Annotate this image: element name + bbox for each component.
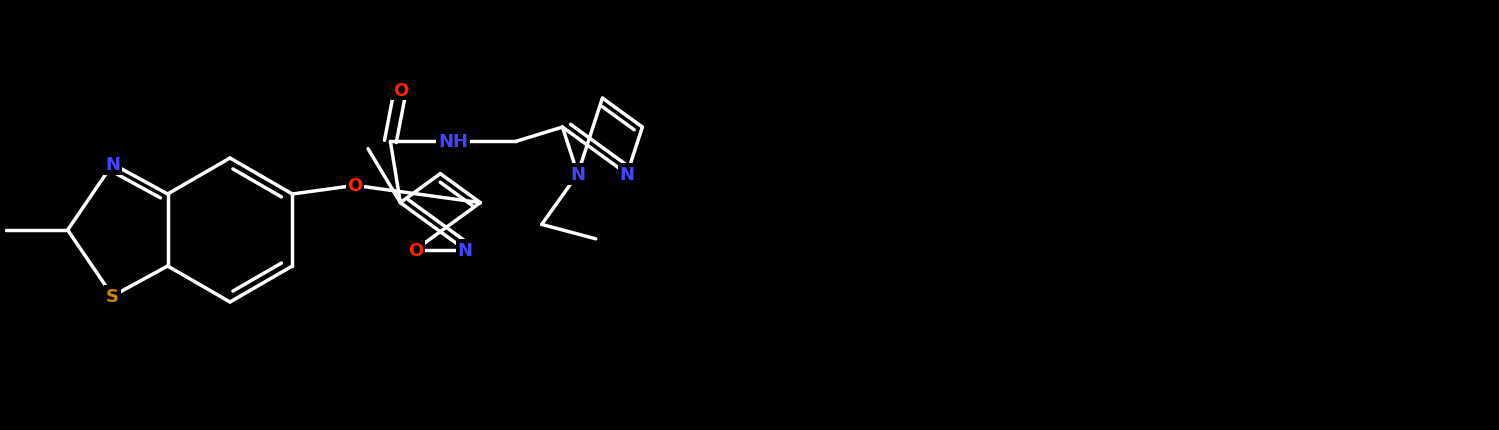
Text: N: N [457,241,472,259]
Text: O: O [348,177,363,195]
Text: N: N [619,166,634,184]
Text: S: S [106,287,118,305]
Text: N: N [105,156,120,174]
Text: N: N [570,166,585,184]
Text: NH: NH [438,133,468,151]
Text: O: O [393,81,408,99]
Text: O: O [408,241,423,259]
